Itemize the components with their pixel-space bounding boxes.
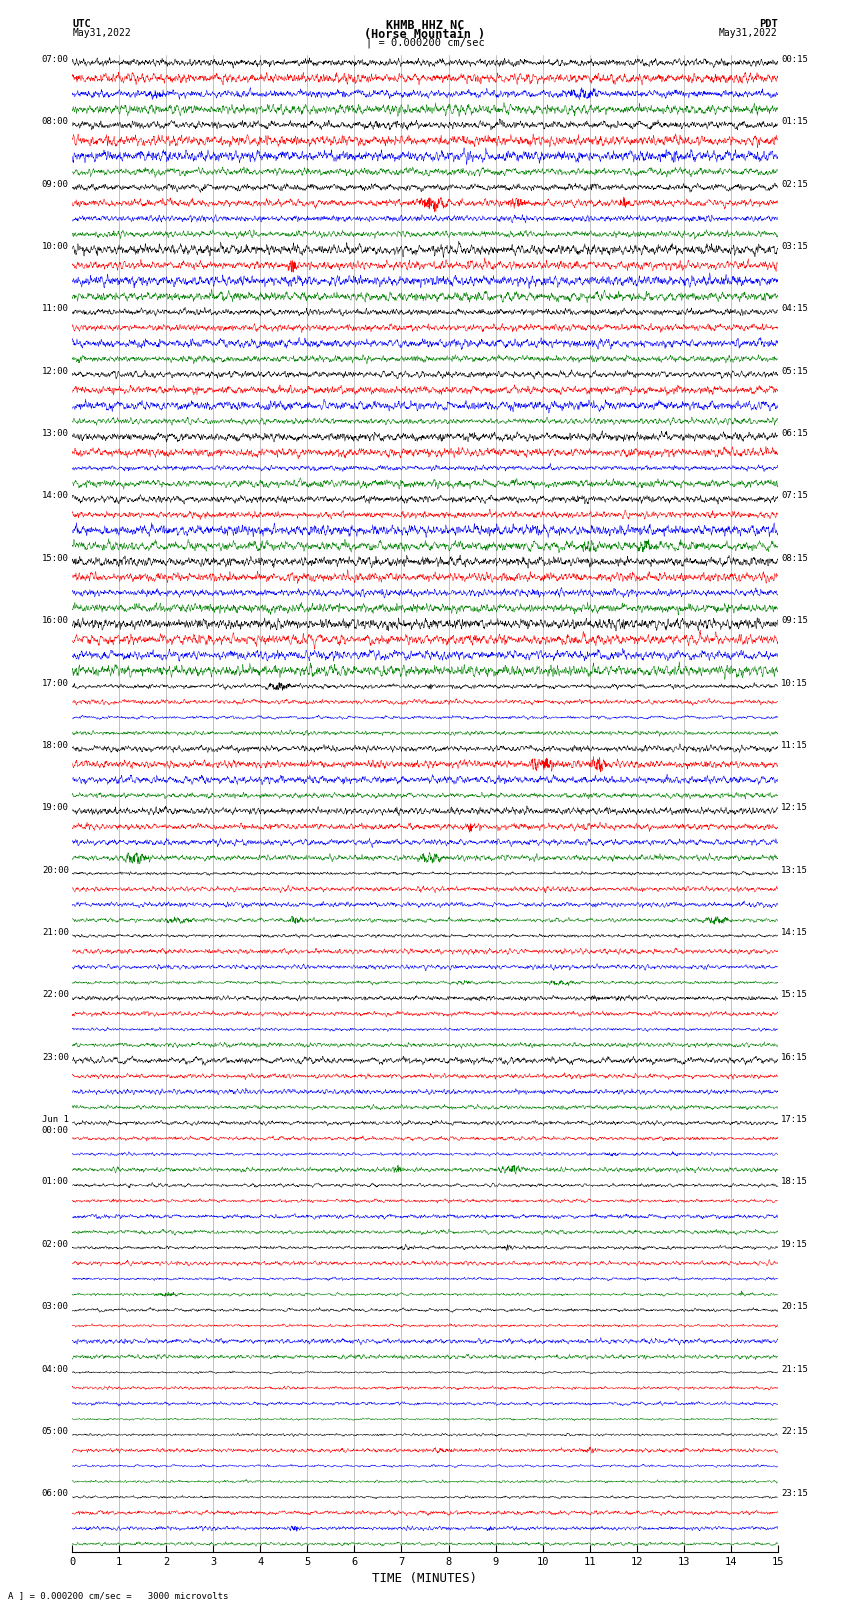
Text: | = 0.000200 cm/sec: | = 0.000200 cm/sec — [366, 37, 484, 48]
Text: 22:15: 22:15 — [781, 1428, 808, 1436]
Text: 13:00: 13:00 — [42, 429, 69, 439]
Text: PDT: PDT — [759, 18, 778, 29]
Text: 19:00: 19:00 — [42, 803, 69, 813]
Text: 10:15: 10:15 — [781, 679, 808, 687]
Text: 12:00: 12:00 — [42, 366, 69, 376]
Text: 06:15: 06:15 — [781, 429, 808, 439]
Text: KHMB HHZ NC: KHMB HHZ NC — [386, 18, 464, 32]
Text: 23:15: 23:15 — [781, 1489, 808, 1498]
Text: 14:00: 14:00 — [42, 492, 69, 500]
Text: May31,2022: May31,2022 — [719, 29, 778, 39]
Text: 01:00: 01:00 — [42, 1177, 69, 1187]
Text: 21:00: 21:00 — [42, 927, 69, 937]
Text: 15:15: 15:15 — [781, 990, 808, 1000]
Text: May31,2022: May31,2022 — [72, 29, 131, 39]
Text: 01:15: 01:15 — [781, 118, 808, 126]
Text: 03:15: 03:15 — [781, 242, 808, 252]
Text: 20:15: 20:15 — [781, 1302, 808, 1311]
Text: 04:15: 04:15 — [781, 305, 808, 313]
Text: 17:00: 17:00 — [42, 679, 69, 687]
Text: 22:00: 22:00 — [42, 990, 69, 1000]
Text: 19:15: 19:15 — [781, 1240, 808, 1248]
Text: 06:00: 06:00 — [42, 1489, 69, 1498]
Text: 17:15: 17:15 — [781, 1115, 808, 1124]
Text: 23:00: 23:00 — [42, 1053, 69, 1061]
Text: 09:00: 09:00 — [42, 179, 69, 189]
Text: A ] = 0.000200 cm/sec =   3000 microvolts: A ] = 0.000200 cm/sec = 3000 microvolts — [8, 1590, 229, 1600]
Text: 08:15: 08:15 — [781, 553, 808, 563]
Text: (Horse Mountain ): (Horse Mountain ) — [365, 29, 485, 42]
Text: 15:00: 15:00 — [42, 553, 69, 563]
Text: 21:15: 21:15 — [781, 1365, 808, 1374]
Text: 02:15: 02:15 — [781, 179, 808, 189]
X-axis label: TIME (MINUTES): TIME (MINUTES) — [372, 1573, 478, 1586]
Text: 20:00: 20:00 — [42, 866, 69, 874]
Text: 09:15: 09:15 — [781, 616, 808, 626]
Text: 18:00: 18:00 — [42, 740, 69, 750]
Text: 16:15: 16:15 — [781, 1053, 808, 1061]
Text: 11:15: 11:15 — [781, 740, 808, 750]
Text: 11:00: 11:00 — [42, 305, 69, 313]
Text: 14:15: 14:15 — [781, 927, 808, 937]
Text: Jun 1
00:00: Jun 1 00:00 — [42, 1115, 69, 1134]
Text: 05:15: 05:15 — [781, 366, 808, 376]
Text: 10:00: 10:00 — [42, 242, 69, 252]
Text: 08:00: 08:00 — [42, 118, 69, 126]
Text: 07:00: 07:00 — [42, 55, 69, 65]
Text: 05:00: 05:00 — [42, 1428, 69, 1436]
Text: 03:00: 03:00 — [42, 1302, 69, 1311]
Text: 04:00: 04:00 — [42, 1365, 69, 1374]
Text: 13:15: 13:15 — [781, 866, 808, 874]
Text: 02:00: 02:00 — [42, 1240, 69, 1248]
Text: 00:15: 00:15 — [781, 55, 808, 65]
Text: 16:00: 16:00 — [42, 616, 69, 626]
Text: 12:15: 12:15 — [781, 803, 808, 813]
Text: UTC: UTC — [72, 18, 91, 29]
Text: 07:15: 07:15 — [781, 492, 808, 500]
Text: 18:15: 18:15 — [781, 1177, 808, 1187]
